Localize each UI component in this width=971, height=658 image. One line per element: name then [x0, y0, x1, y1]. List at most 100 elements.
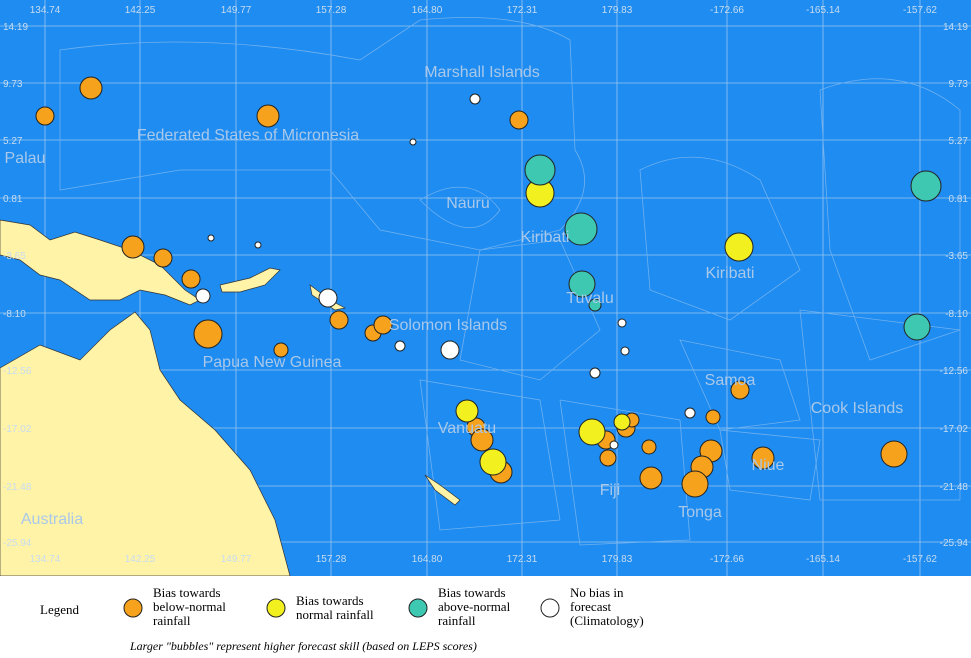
bubble [609, 440, 619, 450]
lat-label: -8.10 [3, 309, 26, 320]
bubbles [35, 76, 942, 498]
lat-label: -3.65 [945, 251, 968, 262]
legend-note: Larger "bubbles" represent higher foreca… [129, 639, 477, 653]
legend-label: rainfall [153, 613, 191, 628]
lat-label: 9.73 [3, 79, 23, 90]
bubble [455, 399, 479, 423]
bubble [318, 288, 338, 308]
lat-label: -12.56 [940, 366, 969, 377]
bubble [641, 439, 657, 455]
bubble [910, 170, 942, 202]
bubble [751, 446, 775, 470]
lon-label: -172.66 [710, 554, 744, 565]
bubble [639, 466, 663, 490]
region-name: Samoa [705, 372, 756, 389]
bubble [705, 409, 721, 425]
lon-label: 157.28 [316, 5, 347, 16]
lon-label: 164.80 [412, 5, 443, 16]
lon-label: 172.31 [507, 5, 538, 16]
bubble [903, 313, 931, 341]
legend-label: Bias towards [438, 585, 506, 600]
bubble [256, 104, 280, 128]
labels: 134.74 134.74 142.25 142.25 149.77 149.77 157.… [3, 5, 968, 565]
lon-label: 179.83 [602, 554, 633, 565]
lon-label: -157.62 [903, 5, 937, 16]
region-name: Federated States of Micronesia [137, 127, 359, 144]
bubble [509, 110, 529, 130]
region-name: Vanuatu [438, 420, 496, 437]
legend-label: (Climatology) [570, 613, 644, 628]
bubble [373, 315, 393, 335]
legend-label: Bias towards [296, 593, 364, 608]
bubble [479, 448, 507, 476]
bubble [394, 340, 406, 352]
eez-boundaries [59, 17, 961, 546]
lon-label: 142.25 [125, 5, 156, 16]
region-name: Tuvalu [566, 290, 613, 307]
lat-label: 14.19 [3, 22, 28, 33]
legend-label: normal rainfall [296, 607, 374, 622]
bubble [589, 367, 601, 379]
bubble [207, 234, 215, 242]
bubble [193, 319, 223, 349]
bubble [35, 106, 55, 126]
region-name: Fiji [600, 482, 620, 499]
lon-label: 164.80 [412, 554, 443, 565]
bubble [730, 380, 750, 400]
legend-swatch [408, 598, 428, 618]
region-name: Cook Islands [811, 400, 904, 417]
lat-label: 5.27 [3, 136, 23, 147]
lon-label: 149.77 [221, 5, 252, 16]
bubble [440, 340, 460, 360]
bubble [568, 270, 596, 298]
bubble [273, 342, 289, 358]
lat-label: -8.10 [945, 309, 968, 320]
legend-swatch [123, 598, 143, 618]
region-name: Papua New Guinea [203, 354, 342, 371]
bubble [613, 413, 631, 431]
bubble [469, 93, 481, 105]
bubble [588, 298, 602, 312]
bubble [617, 318, 627, 328]
lon-label: 179.83 [602, 5, 633, 16]
lat-label: 14.19 [943, 22, 968, 33]
region-name: Niue [752, 457, 785, 474]
bubble [684, 407, 696, 419]
legend-label: forecast [570, 599, 612, 614]
bubble [578, 418, 606, 446]
lon-label: 157.28 [316, 554, 347, 565]
bubble [153, 248, 173, 268]
land [0, 219, 461, 577]
lat-label: -25.94 [940, 538, 969, 549]
bubble [254, 241, 262, 249]
lon-label: -165.14 [806, 554, 840, 565]
bubble [681, 470, 709, 498]
lat-label: -17.02 [3, 424, 32, 435]
bubble [470, 428, 494, 452]
bubble [195, 288, 211, 304]
bubble [524, 154, 556, 186]
lat-label: -21.48 [940, 482, 969, 493]
region-name: Solomon Islands [389, 317, 507, 334]
graticule [0, 0, 971, 576]
bubble [121, 235, 145, 259]
legend-swatch [540, 598, 560, 618]
bubble [409, 138, 417, 146]
legend-swatch [266, 598, 286, 618]
lat-label: -3.65 [3, 251, 26, 262]
lat-label: -25.94 [3, 538, 32, 549]
legend-title: Legend [40, 602, 79, 617]
lat-label: 5.27 [949, 136, 969, 147]
region-name: Marshall Islands [424, 64, 540, 81]
bubble [181, 269, 201, 289]
lon-label: -172.66 [710, 5, 744, 16]
lon-label: 172.31 [507, 554, 538, 565]
bubble [724, 232, 754, 262]
region-name: Kiribati [521, 229, 570, 246]
lat-label: 0.81 [949, 194, 969, 205]
bubble [564, 212, 598, 246]
bubble [599, 449, 617, 467]
region-name: Australia [21, 511, 83, 528]
